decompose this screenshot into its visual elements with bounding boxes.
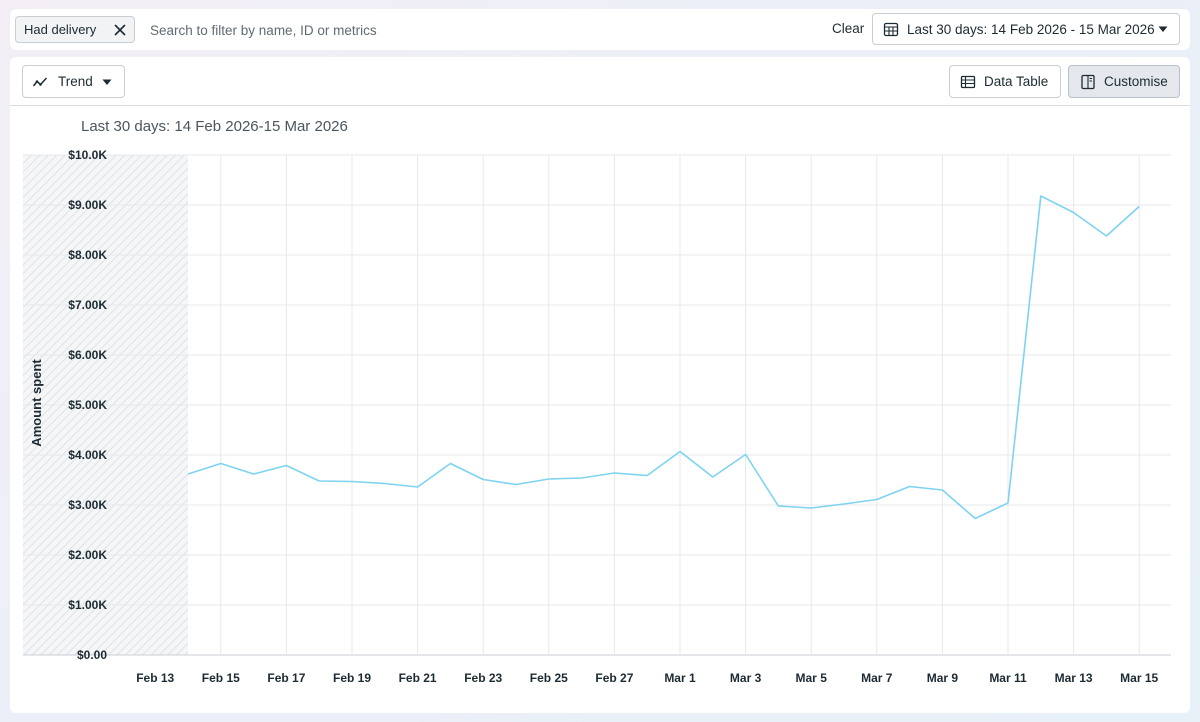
- caret-down-icon: [1158, 26, 1168, 32]
- data-point[interactable]: [544, 474, 554, 484]
- close-icon[interactable]: [112, 22, 128, 38]
- series-line-amount-spent: [187, 195, 1140, 520]
- data-point[interactable]: [970, 514, 980, 524]
- filter-chip-label: Had delivery: [24, 22, 97, 37]
- caret-down-icon: [102, 79, 112, 85]
- data-point[interactable]: [609, 468, 619, 478]
- x-tick-label: Mar 5: [796, 671, 828, 685]
- x-tick-label: Mar 15: [1120, 671, 1158, 685]
- y-tick-label: $8.00K: [68, 248, 107, 262]
- data-point[interactable]: [773, 501, 783, 511]
- x-tick-label: Feb 13: [136, 671, 174, 685]
- line-chart: $0.00 $1.00K $2.00K $3.00K $4.00K $5.00K $6.00…: [23, 148, 1171, 685]
- x-tick-label: Feb 23: [464, 671, 502, 685]
- data-point[interactable]: [413, 482, 423, 492]
- data-point[interactable]: [281, 461, 291, 471]
- y-tick-label: $2.00K: [68, 548, 107, 562]
- x-tick-label: Feb 25: [530, 671, 568, 685]
- data-point[interactable]: [1101, 231, 1111, 241]
- data-point[interactable]: [249, 469, 259, 479]
- x-tick-label: Feb 27: [595, 671, 633, 685]
- x-tick-label: Feb 19: [333, 671, 371, 685]
- data-point[interactable]: [642, 471, 652, 481]
- filter-bar: Had delivery Clear Last 30 days: 14 Feb …: [10, 9, 1190, 50]
- data-point[interactable]: [478, 475, 488, 485]
- trend-dropdown[interactable]: Trend: [22, 65, 125, 98]
- y-tick-label: $6.00K: [68, 348, 107, 362]
- clear-button[interactable]: Clear: [832, 21, 865, 36]
- x-tick-label: Feb 17: [267, 671, 305, 685]
- trend-label: Trend: [58, 74, 93, 89]
- data-point[interactable]: [905, 482, 915, 492]
- data-point[interactable]: [314, 476, 324, 486]
- y-tick-label: $9.00K: [68, 198, 107, 212]
- data-point[interactable]: [708, 472, 718, 482]
- date-range-picker[interactable]: Last 30 days: 14 Feb 2026 - 15 Mar 2026: [872, 13, 1180, 45]
- x-tick-label: Feb 21: [399, 671, 437, 685]
- filter-chip-had-delivery[interactable]: Had delivery: [15, 16, 135, 43]
- chart-toolbar: Trend Data Table Customise: [10, 57, 1190, 106]
- data-point[interactable]: [380, 479, 390, 489]
- data-point[interactable]: [806, 503, 816, 513]
- data-point[interactable]: [741, 450, 751, 460]
- y-tick-label: $3.00K: [68, 498, 107, 512]
- data-point[interactable]: [347, 477, 357, 487]
- data-point[interactable]: [1003, 498, 1013, 508]
- data-point[interactable]: [1036, 191, 1046, 201]
- chart-title: Last 30 days: 14 Feb 2026-15 Mar 2026: [81, 118, 348, 135]
- search-input[interactable]: [150, 19, 790, 41]
- data-point[interactable]: [937, 485, 947, 495]
- x-tick-label: Mar 13: [1055, 671, 1093, 685]
- data-point[interactable]: [216, 459, 226, 469]
- data-point[interactable]: [1134, 202, 1144, 212]
- y-tick-label: $5.00K: [68, 398, 107, 412]
- data-point[interactable]: [839, 499, 849, 509]
- x-tick-label: Mar 7: [861, 671, 893, 685]
- y-tick-label: $4.00K: [68, 448, 107, 462]
- x-tick-label: Mar 9: [927, 671, 959, 685]
- x-tick-label: Feb 15: [202, 671, 240, 685]
- data-point[interactable]: [1069, 208, 1079, 218]
- y-tick-label: $1.00K: [68, 598, 107, 612]
- x-tick-label: Mar 3: [730, 671, 762, 685]
- data-point[interactable]: [183, 469, 193, 479]
- table-icon: [960, 75, 976, 88]
- date-range-label: Last 30 days: 14 Feb 2026 - 15 Mar 2026: [907, 21, 1155, 37]
- data-point[interactable]: [445, 459, 455, 469]
- y-tick-label: $7.00K: [68, 298, 107, 312]
- data-table-button[interactable]: Data Table: [949, 65, 1061, 98]
- customise-label: Customise: [1104, 74, 1168, 89]
- data-point[interactable]: [577, 473, 587, 483]
- data-point[interactable]: [872, 495, 882, 505]
- trend-line-icon: [32, 76, 48, 86]
- data-point[interactable]: [675, 447, 685, 457]
- data-point[interactable]: [511, 480, 521, 490]
- y-tick-label: $10.0K: [68, 148, 107, 162]
- x-tick-label: Mar 1: [664, 671, 696, 685]
- y-tick-label: $0.00: [77, 648, 107, 662]
- x-tick-label: Mar 11: [989, 671, 1027, 685]
- customise-button[interactable]: Customise: [1068, 65, 1180, 98]
- data-table-label: Data Table: [984, 74, 1049, 89]
- panel-layout-icon: [1081, 74, 1095, 89]
- y-axis-label: Amount spent: [29, 359, 44, 447]
- report-panel: Trend Data Table Customise Last 30 days:…: [10, 57, 1190, 713]
- calendar-icon: [883, 22, 899, 37]
